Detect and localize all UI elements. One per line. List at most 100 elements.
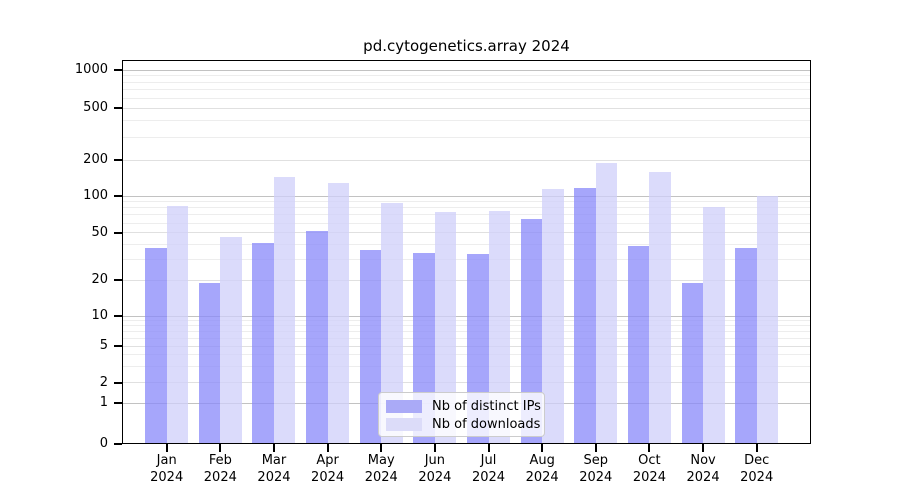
gridline-major xyxy=(123,159,810,161)
x-tick-label: Dec 2024 xyxy=(740,453,774,485)
x-tick-mark xyxy=(272,444,275,452)
gridline-minor xyxy=(123,136,810,138)
legend-swatch-downloads-icon xyxy=(386,417,422,431)
x-tick-mark xyxy=(219,444,222,452)
y-tick-mark xyxy=(114,279,122,281)
y-tick-mark xyxy=(114,231,122,234)
x-tick-mark xyxy=(380,444,383,452)
x-tick-mark xyxy=(594,444,597,452)
gridline-minor xyxy=(123,243,810,245)
bar-downloads xyxy=(649,171,671,444)
x-tick-label: Jun 2024 xyxy=(418,453,452,485)
x-tick-mark xyxy=(648,444,651,452)
gridline-minor xyxy=(123,325,810,327)
gridline-minor xyxy=(123,81,810,83)
bar-downloads xyxy=(488,210,511,444)
gridline-minor xyxy=(123,207,810,209)
gridline-major xyxy=(123,345,810,347)
gridline-major xyxy=(123,107,810,109)
gridline-major xyxy=(123,382,810,384)
gridline-minor xyxy=(123,89,810,91)
x-tick-mark xyxy=(755,444,758,452)
y-tick-mark xyxy=(114,195,122,197)
bar-distinct-ips xyxy=(198,282,221,444)
gridline-minor xyxy=(123,320,810,322)
x-tick-mark xyxy=(541,444,544,452)
x-tick-label: Sep 2024 xyxy=(579,453,613,485)
legend-swatch-distinct-ips-icon xyxy=(386,399,422,413)
x-tick-label: Jul 2024 xyxy=(471,453,506,485)
x-tick-mark xyxy=(487,444,490,452)
bar-distinct-ips xyxy=(359,249,382,444)
y-tick-mark xyxy=(114,315,122,317)
gridline-major xyxy=(123,279,810,281)
y-tick-label: 5 xyxy=(99,338,108,353)
x-tick-label: Aug 2024 xyxy=(525,453,559,485)
gridline-minor xyxy=(123,222,810,224)
bar-distinct-ips xyxy=(252,242,274,444)
bar-distinct-ips xyxy=(520,218,543,444)
y-tick-label: 100 xyxy=(83,188,108,203)
x-tick-label: Jan 2024 xyxy=(150,453,184,485)
y-tick-label: 1000 xyxy=(74,62,108,77)
gridline-major xyxy=(123,315,810,317)
bar-downloads xyxy=(542,188,564,444)
chart-title: pd.cytogenetics.array 2024 xyxy=(363,37,570,55)
gridline-minor xyxy=(123,330,810,332)
bar-downloads xyxy=(166,205,189,444)
x-tick-label: Mar 2024 xyxy=(257,453,291,485)
bar-downloads xyxy=(381,203,403,444)
y-tick-mark xyxy=(114,345,122,347)
bar-distinct-ips xyxy=(681,282,704,444)
legend-item-distinct-ips: Nb of distinct IPs xyxy=(386,398,541,414)
legend-label-distinct-ips: Nb of distinct IPs xyxy=(432,398,541,414)
y-tick-mark xyxy=(114,69,122,71)
legend-label-downloads: Nb of downloads xyxy=(432,416,541,432)
x-tick-label: Feb 2024 xyxy=(203,453,237,485)
y-tick-mark xyxy=(114,442,122,445)
y-tick-label: 500 xyxy=(83,100,108,116)
gridline-minor xyxy=(123,214,810,216)
gridline-minor xyxy=(123,75,810,77)
legend-item-downloads: Nb of downloads xyxy=(386,416,540,432)
y-tick-mark xyxy=(114,402,122,405)
bar-distinct-ips xyxy=(735,248,757,444)
x-tick-mark xyxy=(433,444,436,452)
gridline-minor xyxy=(123,97,810,99)
y-tick-mark xyxy=(114,107,122,110)
gridline-minor xyxy=(123,201,810,203)
gridline-minor xyxy=(123,120,810,122)
x-tick-label: Apr 2024 xyxy=(311,453,345,485)
bar-downloads xyxy=(327,183,350,444)
y-tick-label: 1 xyxy=(99,395,108,411)
y-tick-mark xyxy=(114,381,122,384)
gridline-minor xyxy=(123,337,810,339)
y-tick-label: 50 xyxy=(91,224,108,240)
x-tick-mark xyxy=(165,444,168,452)
gridline-minor xyxy=(123,258,810,260)
x-tick-label: May 2024 xyxy=(364,453,398,485)
x-tick-mark xyxy=(326,444,329,452)
bar-downloads xyxy=(595,162,618,444)
gridline-major xyxy=(123,195,810,197)
gridline-minor xyxy=(123,365,810,367)
y-tick-label: 2 xyxy=(99,374,108,390)
y-tick-label: 10 xyxy=(91,308,108,323)
y-tick-mark xyxy=(114,159,122,161)
bar-downloads xyxy=(756,196,779,444)
bar-distinct-ips xyxy=(627,245,650,444)
y-tick-label: 0 xyxy=(99,435,108,451)
x-tick-label: Oct 2024 xyxy=(632,453,666,485)
y-tick-label: 200 xyxy=(83,152,108,167)
bar-downloads xyxy=(273,176,296,444)
bar-downloads xyxy=(220,237,242,444)
bar-downloads xyxy=(703,207,725,444)
x-tick-label: Nov 2024 xyxy=(686,453,720,485)
legend: Nb of distinct IPs Nb of downloads xyxy=(378,392,545,437)
bar-distinct-ips xyxy=(574,187,596,444)
bar-distinct-ips xyxy=(306,230,328,444)
gridline-major xyxy=(123,69,810,71)
bar-distinct-ips xyxy=(145,248,167,444)
gridline-minor xyxy=(123,354,810,356)
